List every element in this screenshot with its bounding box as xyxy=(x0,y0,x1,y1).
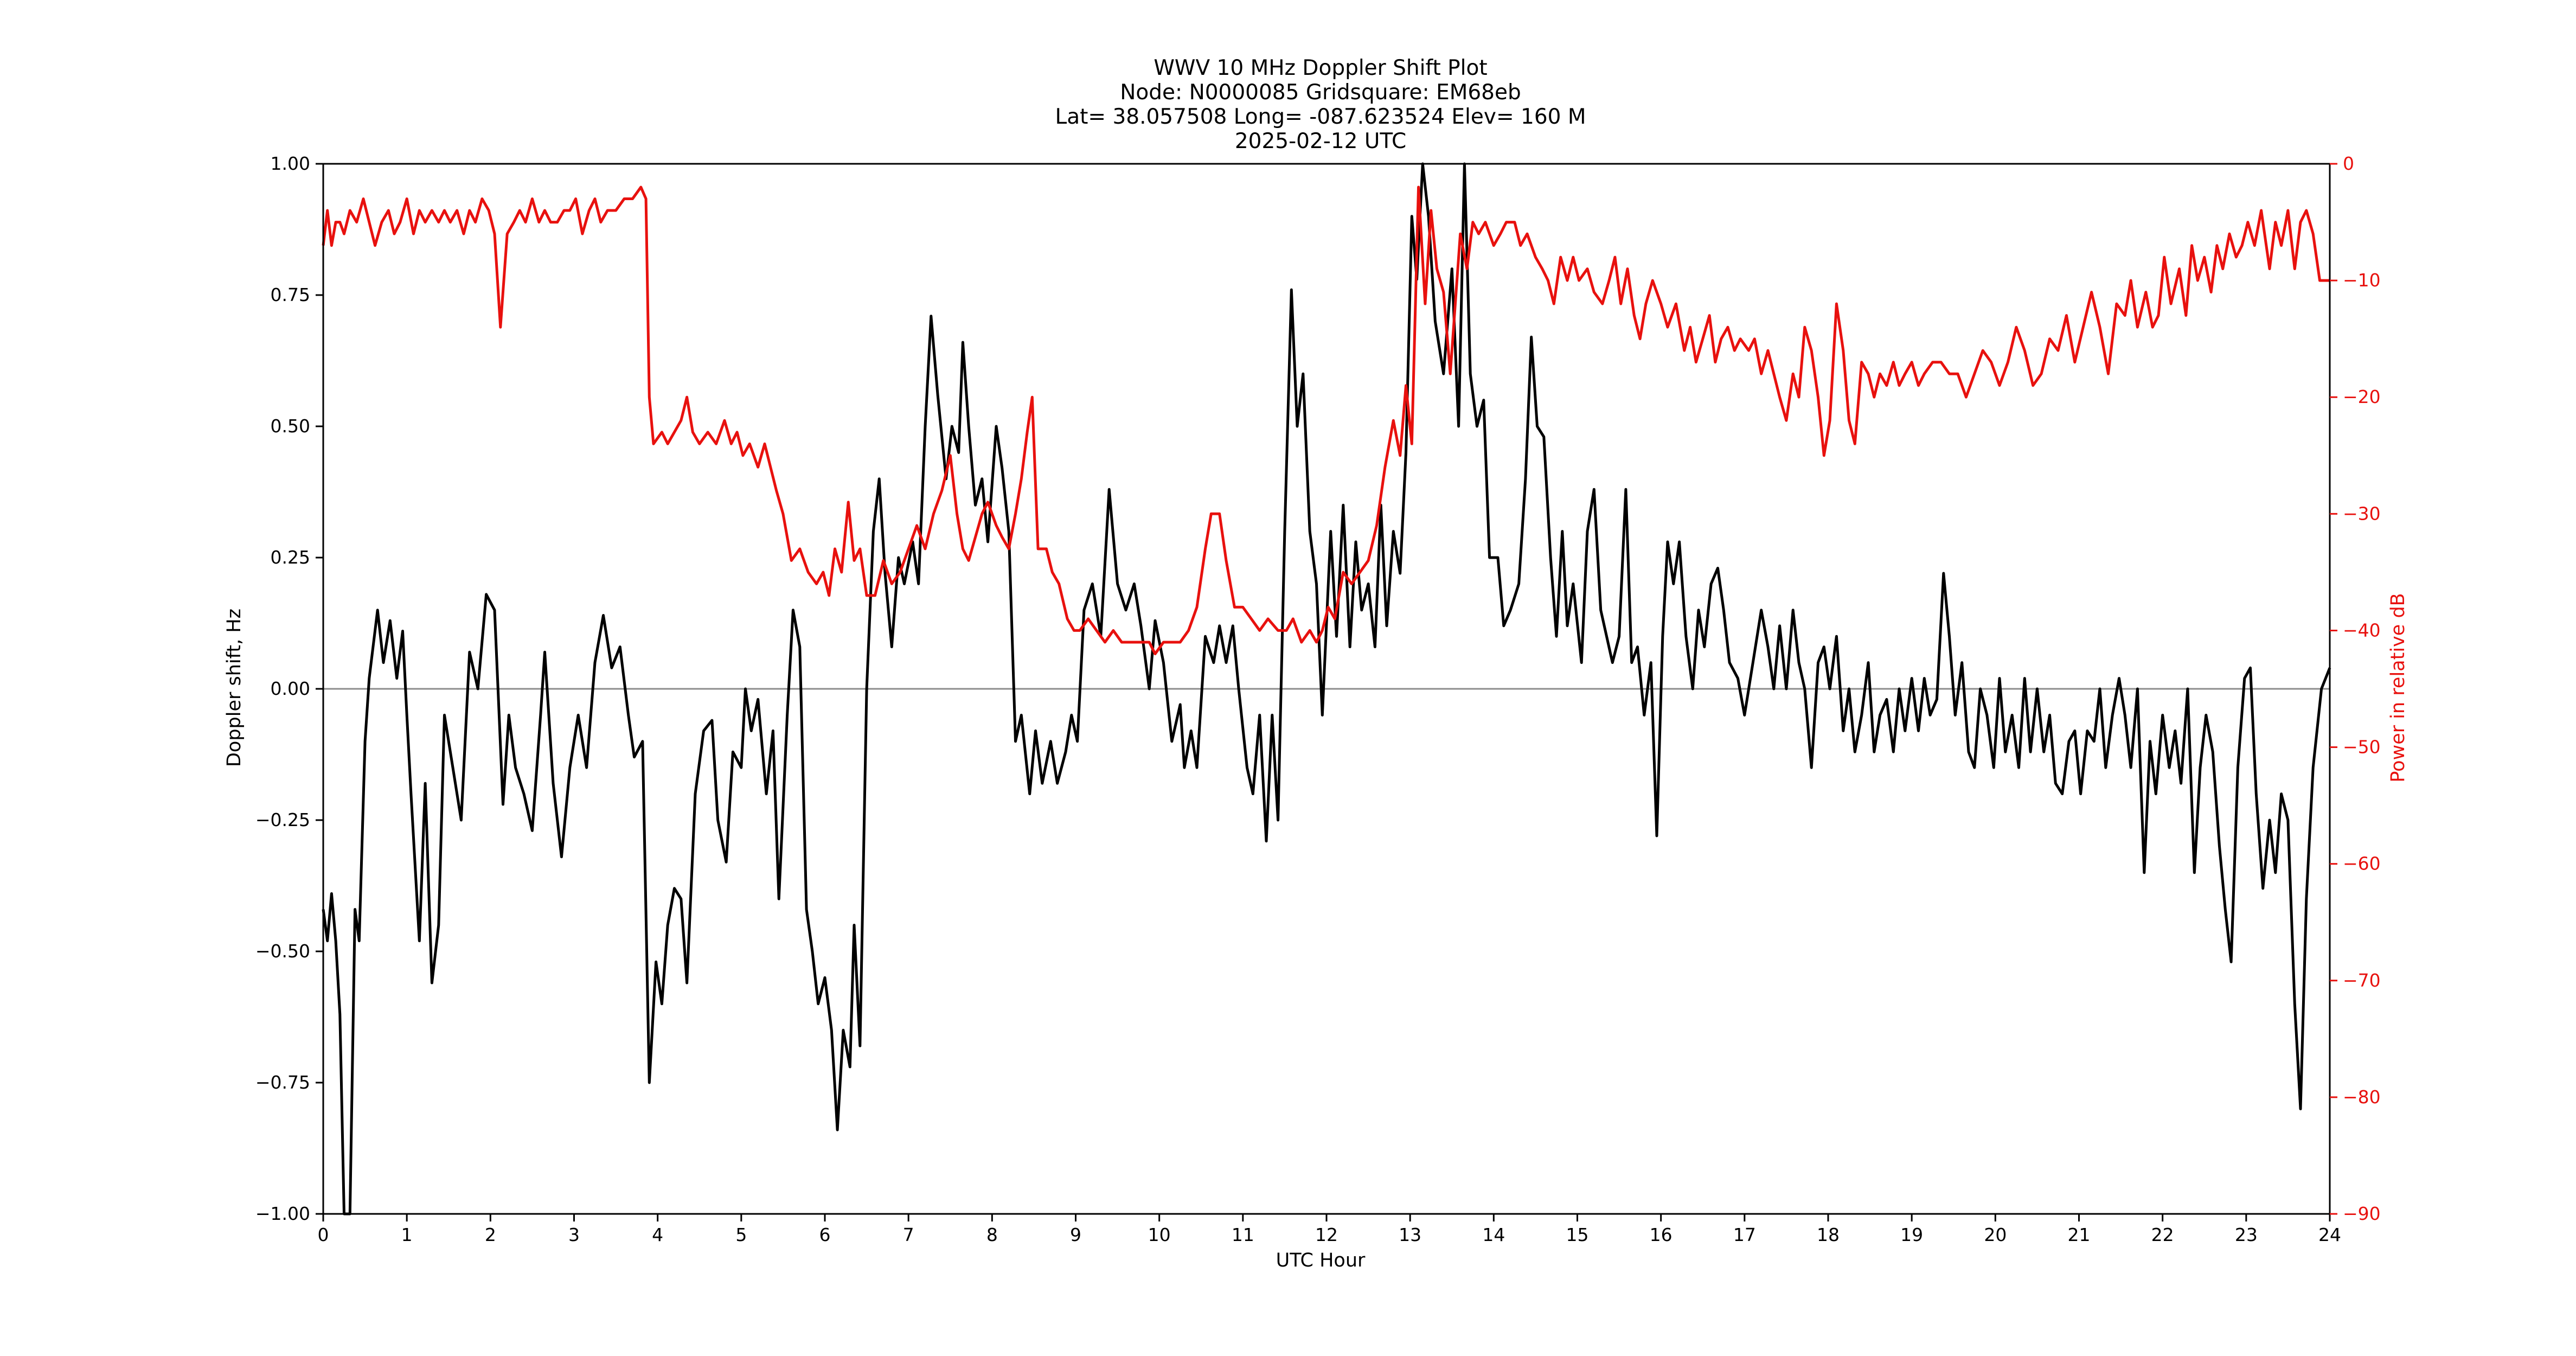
x-tick-label: 7 xyxy=(903,1224,914,1245)
series-group xyxy=(322,162,2331,1216)
x-tick-label: 23 xyxy=(2235,1224,2258,1245)
x-tick-label: 22 xyxy=(2151,1224,2174,1245)
axis-ticks: 0 1 2 3 4 5 6 7 8 9 10 11 12 13 14 15 16 17 18 19 20 21 22 23 24… xyxy=(255,153,2381,1245)
x-tick-label: 8 xyxy=(986,1224,998,1245)
y-axis-left-label: Doppler shift, Hz xyxy=(223,609,245,767)
x-tick-label: 14 xyxy=(1482,1224,1505,1245)
x-tick-label: 1 xyxy=(401,1224,413,1245)
y-left-tick-label: 0.75 xyxy=(271,284,310,305)
title-line-1: WWV 10 MHz Doppler Shift Plot xyxy=(1154,56,1487,80)
y-left-tick-label: 0.00 xyxy=(271,678,310,699)
y-left-tick-label: −0.50 xyxy=(255,941,310,962)
x-tick-label: 10 xyxy=(1148,1224,1171,1245)
y-right-tick-label: −20 xyxy=(2343,386,2381,407)
x-tick-label: 21 xyxy=(2068,1224,2091,1245)
doppler-shift-line xyxy=(322,162,2331,1216)
x-tick-label: 2 xyxy=(485,1224,496,1245)
y-left-tick-label: 0.50 xyxy=(271,415,310,437)
title-line-4: 2025-02-12 UTC xyxy=(1235,129,1406,153)
x-tick-label: 4 xyxy=(652,1224,663,1245)
x-tick-label: 13 xyxy=(1399,1224,1421,1245)
y-axis-right-label: Power in relative dB xyxy=(2387,593,2409,782)
title-line-3: Lat= 38.057508 Long= -087.623524 Elev= 1… xyxy=(1055,105,1586,129)
x-tick-label: 11 xyxy=(1232,1224,1254,1245)
x-tick-label: 17 xyxy=(1733,1224,1756,1245)
x-tick-label: 15 xyxy=(1566,1224,1589,1245)
y-right-tick-label: −70 xyxy=(2343,970,2381,991)
y-right-tick-label: −80 xyxy=(2343,1086,2381,1108)
x-tick-label: 19 xyxy=(1900,1224,1923,1245)
title-line-2: Node: N0000085 Gridsquare: EM68eb xyxy=(1120,80,1521,105)
y-right-tick-label: −30 xyxy=(2343,503,2381,524)
y-left-tick-label: 0.25 xyxy=(271,547,310,568)
x-tick-label: 5 xyxy=(735,1224,747,1245)
x-tick-label: 24 xyxy=(2318,1224,2341,1245)
y-left-tick-label: 1.00 xyxy=(271,153,310,174)
y-right-tick-label: −60 xyxy=(2343,853,2381,874)
x-tick-label: 20 xyxy=(1984,1224,2007,1245)
y-left-tick-label: −0.75 xyxy=(255,1072,310,1093)
y-right-tick-label: −50 xyxy=(2343,737,2381,758)
chart-title: WWV 10 MHz Doppler Shift Plot Node: N000… xyxy=(1055,56,1586,153)
y-left-tick-label: −0.25 xyxy=(255,809,310,830)
x-tick-label: 16 xyxy=(1650,1224,1673,1245)
x-axis-label: UTC Hour xyxy=(1276,1250,1366,1271)
x-tick-label: 12 xyxy=(1315,1224,1338,1245)
x-tick-label: 6 xyxy=(819,1224,831,1245)
power-line xyxy=(322,186,2330,655)
y-left-tick-label: −1.00 xyxy=(255,1203,310,1224)
x-tick-label: 0 xyxy=(318,1224,329,1245)
y-right-tick-label: 0 xyxy=(2343,153,2354,174)
y-right-tick-label: −90 xyxy=(2343,1203,2381,1224)
y-right-tick-label: −40 xyxy=(2343,619,2381,641)
x-tick-label: 18 xyxy=(1817,1224,1840,1245)
x-tick-label: 9 xyxy=(1070,1224,1081,1245)
y-right-tick-label: −10 xyxy=(2343,270,2381,291)
x-tick-label: 3 xyxy=(568,1224,580,1245)
